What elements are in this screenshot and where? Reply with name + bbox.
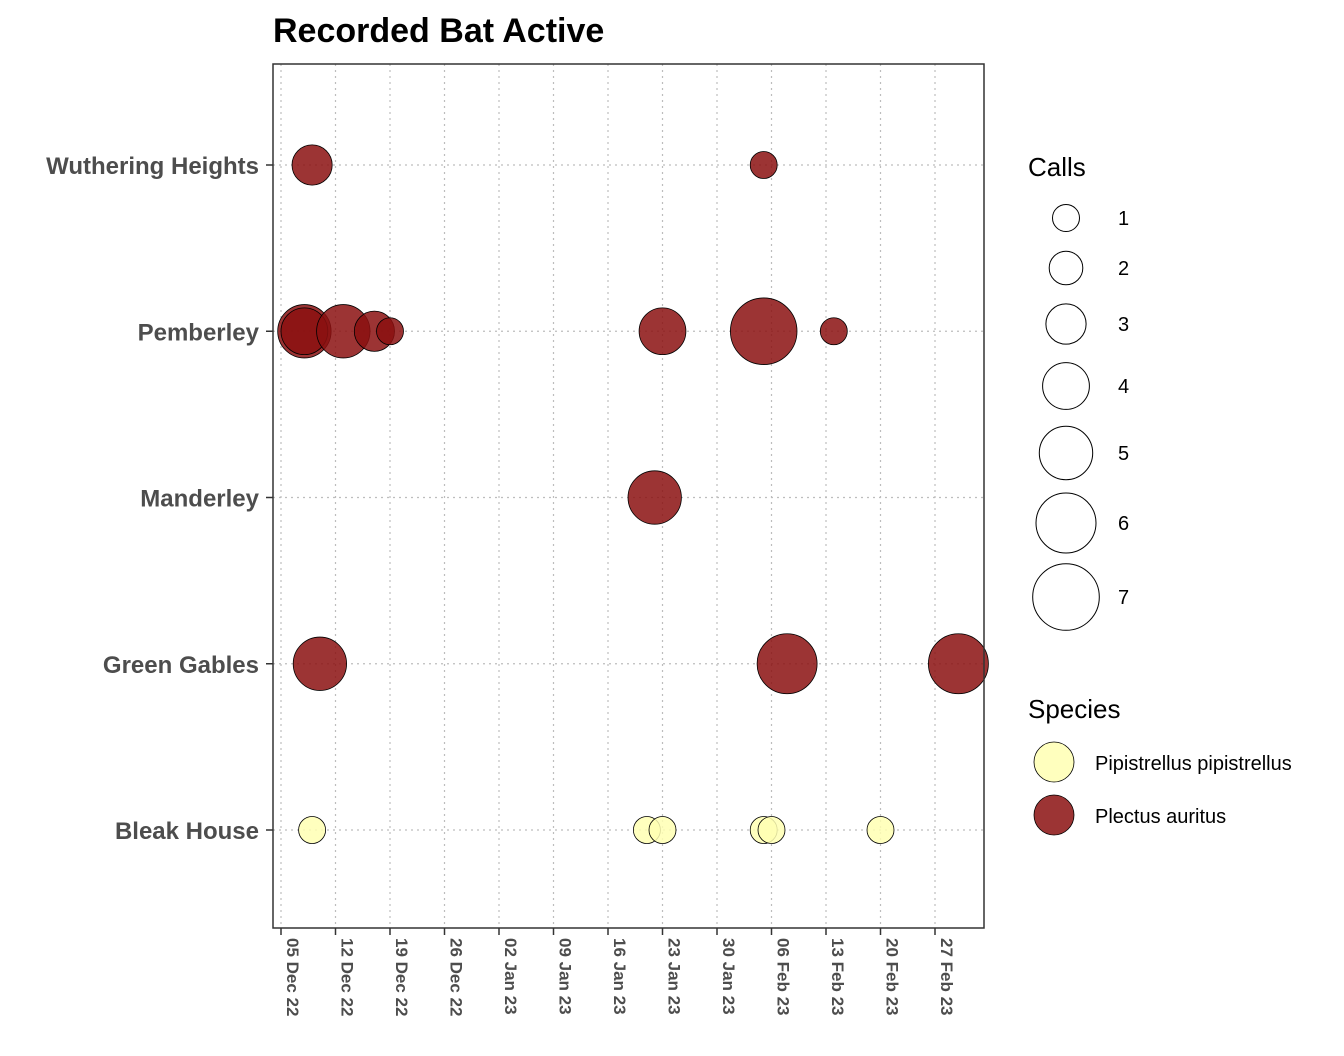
x-tick-label: 09 Jan 23: [556, 938, 575, 1015]
data-points: [277, 144, 989, 844]
calls-legend-label: 3: [1118, 314, 1129, 336]
bubble-pemberley: [376, 317, 404, 346]
bubble-pemberley: [730, 297, 798, 365]
bubble-wuthering-heights: [749, 151, 778, 179]
species-legend-title: Species: [1028, 694, 1121, 724]
calls-legend-key: [1032, 563, 1100, 631]
species-legend-label: Pipistrellus pipistrellus: [1095, 753, 1292, 775]
bubble-green-gables: [928, 633, 989, 695]
x-tick-label: 13 Feb 23: [828, 938, 847, 1016]
bubble-green-gables: [292, 636, 347, 691]
calls-legend-label: 5: [1118, 443, 1129, 465]
x-tick-label: 20 Feb 23: [883, 938, 902, 1016]
y-axis: Wuthering Heights Pemberley Manderley Green…: [46, 153, 273, 845]
y-tick-label-bleak-house: Bleak House: [115, 818, 259, 845]
bubble-manderley: [627, 470, 682, 525]
plot-panel-border: [272, 63, 985, 929]
chart-title: Recorded Bat Active: [273, 12, 604, 50]
species-legend-label: Plectus auritus: [1095, 806, 1226, 828]
calls-legend-key: [1048, 250, 1084, 286]
x-tick-label: 19 Dec 22: [392, 938, 411, 1016]
x-axis: 05 Dec 22 12 Dec 22 19 Dec 22 26 Dec 22 02 J…: [280, 928, 956, 1016]
species-legend-key: [1033, 741, 1075, 783]
calls-legend-label: 6: [1118, 513, 1129, 535]
bubble-green-gables: [756, 633, 818, 695]
bubble-bleak-house: [298, 816, 327, 844]
y-tick-label-manderley: Manderley: [140, 486, 259, 513]
calls-legend-key: [1042, 362, 1090, 410]
bubble-bleak-house: [866, 816, 895, 844]
x-tick-label: 05 Dec 22: [283, 938, 302, 1016]
calls-legend-key: [1052, 204, 1080, 232]
legend: Calls Species 1 2 3 4 5 6 7 Pipistrellus pipist…: [1028, 152, 1292, 836]
x-tick-label: 16 Jan 23: [610, 938, 629, 1015]
calls-legend-label: 4: [1118, 376, 1129, 398]
calls-legend-key: [1045, 303, 1087, 345]
calls-legend-key: [1035, 492, 1097, 554]
x-tick-label: 26 Dec 22: [447, 938, 466, 1016]
x-tick-label: 30 Jan 23: [719, 938, 738, 1015]
bubble-pemberley: [819, 317, 848, 346]
x-tick-label: 27 Feb 23: [937, 938, 956, 1016]
bubble-pemberley: [638, 307, 687, 356]
species-legend-key: [1033, 794, 1075, 836]
calls-legend-label: 1: [1118, 208, 1129, 230]
bubble-wuthering-heights: [291, 144, 333, 186]
calls-legend-key: [1038, 425, 1094, 481]
calls-legend-label: 7: [1118, 587, 1129, 609]
x-tick-label: 02 Jan 23: [501, 938, 520, 1015]
y-tick-label-wuthering-heights: Wuthering Heights: [46, 153, 259, 180]
calls-legend-title: Calls: [1028, 152, 1086, 182]
y-tick-label-green-gables: Green Gables: [103, 652, 259, 679]
calls-legend-label: 2: [1118, 258, 1129, 280]
bubble-bleak-house: [757, 816, 786, 844]
x-tick-label: 06 Feb 23: [774, 938, 793, 1016]
bubble-bleak-house: [648, 816, 677, 844]
x-tick-label: 23 Jan 23: [665, 938, 684, 1015]
y-tick-label-pemberley: Pemberley: [138, 319, 260, 346]
x-tick-label: 12 Dec 22: [338, 938, 357, 1016]
